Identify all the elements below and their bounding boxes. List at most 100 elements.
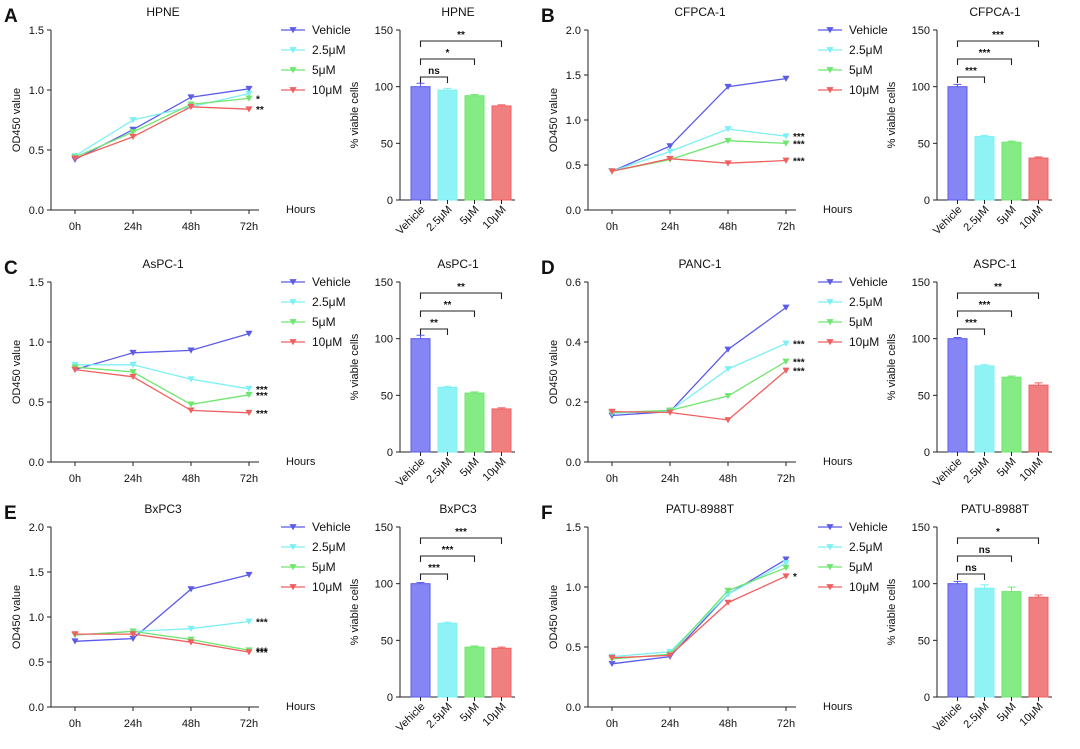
line-chart-title: PANC-1 [678, 257, 721, 271]
panel-letter-A: A [4, 6, 18, 27]
x-axis-label: Hours [823, 204, 853, 216]
bar-chart-title: AsPC-1 [437, 257, 479, 271]
y-tick-label: 100 [912, 579, 930, 591]
y-tick-label: 50 [918, 138, 930, 150]
data-point-2-3 [782, 140, 790, 147]
significance-label: *** [992, 30, 1004, 41]
legend-swatch-marker [289, 584, 297, 591]
data-point-1-3 [782, 133, 790, 140]
series-line-2 [74, 366, 250, 406]
series-line-3 [611, 575, 787, 659]
panel-C: C AsPC-1 0.0 0.5 1.0 1.5 0h 24h 48h 72h Hours OD450… [4, 257, 515, 489]
y-tick-label: 1.0 [29, 85, 44, 97]
legend-label-1: 2.5μM [849, 295, 883, 309]
bar-chart-title: PATU-8988T [961, 502, 1030, 516]
significance-label: ns [965, 563, 977, 574]
data-point-2-3 [782, 564, 790, 572]
legend-label-1: 2.5μM [849, 540, 883, 554]
y-tick-label: 0.4 [566, 337, 581, 349]
x-tick-label-1: 2.5μM [961, 204, 991, 234]
legend-swatch-marker [289, 339, 297, 346]
y-axis-label: % viable cells [886, 578, 898, 645]
significance-label: *** [256, 618, 268, 629]
x-tick-label-3: 10μM [1018, 701, 1046, 729]
series-line-2 [74, 97, 250, 158]
line-chart-title: AsPC-1 [142, 257, 184, 271]
significance-label: * [996, 527, 1000, 538]
legend-label-1: 2.5μM [312, 540, 346, 554]
bar-2 [1001, 376, 1022, 453]
legend-label-3: 10μM [312, 83, 342, 97]
series-line-3 [74, 368, 250, 414]
y-tick-label: 150 [912, 25, 930, 37]
bar-3 [491, 408, 512, 453]
y-tick-label: 100 [912, 82, 930, 94]
x-axis-label: Hours [823, 701, 853, 713]
data-point-1-2 [187, 376, 195, 383]
y-tick-label: 100 [375, 334, 393, 346]
y-tick-label: 0 [924, 447, 930, 459]
x-tick-label-2: 5μM [995, 204, 1019, 228]
y-tick-label: 150 [375, 277, 393, 289]
legend-label-0: Vehicle [849, 275, 888, 289]
x-tick-label-0: Vehicle [394, 204, 428, 238]
y-axis-label: % viable cells [349, 333, 361, 400]
significance-label: *** [256, 409, 268, 420]
significance-label: ns [979, 545, 991, 556]
data-point-0-3 [245, 330, 253, 337]
x-tick-label-3: 10μM [1018, 204, 1046, 232]
significance-label: ns [428, 66, 440, 77]
series-line-1 [74, 92, 250, 157]
y-tick-label: 0.0 [29, 457, 44, 469]
data-point-3-2 [724, 160, 732, 167]
series-line-3 [74, 106, 250, 160]
y-axis-label: OD450 value [548, 585, 560, 649]
bar-1 [437, 386, 458, 453]
x-tick-label-2: 5μM [995, 456, 1019, 480]
data-point-3-1 [129, 133, 137, 141]
data-point-3-1 [666, 409, 674, 416]
line-chart-F: PATU-8988T 0.0 0.5 1.0 1.5 0h 24h 48h 72h Hours OD… [548, 502, 888, 730]
data-point-0-2 [724, 346, 732, 353]
y-tick-label: 150 [912, 522, 930, 534]
significance-label: *** [793, 358, 805, 369]
line-chart-A: HPNE 0.0 0.5 1.0 1.5 0h 24h 48h 72h Hours OD450 va… [11, 5, 351, 233]
x-tick-label-2: 5μM [458, 204, 482, 228]
data-point-3-0 [608, 654, 616, 662]
x-tick-label-3: 10μM [481, 456, 509, 484]
x-tick-label-1: 2.5μM [424, 456, 454, 486]
x-tick-label: 0h [69, 221, 81, 233]
bar-3 [491, 105, 512, 201]
data-point-3-0 [608, 408, 616, 415]
line-chart-C: AsPC-1 0.0 0.5 1.0 1.5 0h 24h 48h 72h Hours OD450 … [11, 257, 351, 485]
y-tick-label: 150 [912, 277, 930, 289]
data-point-0-1 [666, 143, 674, 150]
y-tick-label: 1.5 [29, 277, 44, 289]
line-chart-title: CFPCA-1 [674, 5, 726, 19]
y-tick-label: 0.0 [29, 702, 44, 714]
y-tick-label: 0.0 [566, 457, 581, 469]
data-point-2-1 [129, 369, 137, 376]
legend-label-2: 5μM [312, 315, 336, 329]
panel-letter-F: F [541, 503, 553, 524]
significance-label: ** [457, 282, 465, 293]
panel-A: A HPNE 0.0 0.5 1.0 1.5 0h 24h 48h 72h Hours OD450 v… [4, 5, 515, 237]
legend-label-3: 10μM [849, 335, 879, 349]
significance-label: ** [430, 318, 438, 329]
x-tick-label: 48h [182, 473, 200, 485]
y-tick-label: 50 [918, 390, 930, 402]
data-point-0-3 [782, 304, 790, 311]
significance-label: ** [994, 282, 1002, 293]
significance-bracket [419, 328, 449, 335]
data-point-0-2 [187, 94, 195, 101]
panel-D: D PANC-1 0.0 0.2 0.4 0.6 0h 24h 48h 72h Hours OD450… [541, 257, 1052, 489]
data-point-3-3 [782, 157, 790, 164]
legend-swatch-marker [826, 299, 834, 306]
bar-2 [464, 646, 485, 698]
significance-label: *** [256, 646, 268, 657]
x-tick-label-0: Vehicle [931, 456, 965, 490]
data-point-0-2 [187, 347, 195, 354]
x-tick-label: 72h [240, 221, 258, 233]
data-point-1-1 [129, 117, 137, 124]
significance-bracket [956, 292, 1040, 299]
